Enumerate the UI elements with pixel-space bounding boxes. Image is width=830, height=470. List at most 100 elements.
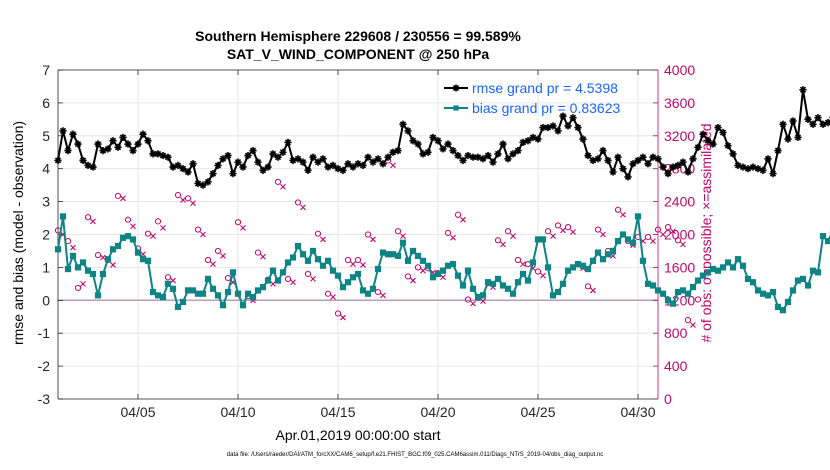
rmse-point <box>764 155 772 163</box>
bias-point <box>54 246 62 253</box>
y-left-tick-label: 7 <box>42 62 50 78</box>
obs-possible-point <box>504 228 512 235</box>
bias-point <box>294 242 302 250</box>
obs-possible-point <box>534 268 542 275</box>
rmse-point <box>124 140 132 148</box>
obs-possible-point <box>124 216 132 223</box>
bias-point <box>744 275 752 283</box>
bias-point <box>584 265 592 273</box>
rmse-point <box>689 155 697 163</box>
rmse-point <box>709 140 717 148</box>
bias-point <box>504 285 512 292</box>
rmse-point <box>254 158 262 166</box>
obs-possible-point <box>544 228 552 235</box>
rmse-point <box>734 161 742 170</box>
bias-point <box>74 264 82 271</box>
obs-assimilated-point <box>650 238 656 244</box>
obs-possible-point <box>214 247 222 255</box>
bias-point <box>534 236 542 243</box>
bias-point <box>234 290 242 297</box>
obs-possible-point <box>324 290 332 297</box>
rmse-point <box>419 150 427 158</box>
rmse-point <box>119 133 127 142</box>
obs-possible-point <box>274 178 282 185</box>
bias-point <box>619 231 627 238</box>
rmse-point <box>279 148 287 156</box>
rmse-point <box>754 165 762 173</box>
rmse-point <box>324 163 332 171</box>
y-right-tick-label: 2400 <box>664 194 695 210</box>
rmse-point <box>464 151 472 160</box>
rmse-point <box>529 133 537 142</box>
obs-possible-point <box>284 275 292 283</box>
obs-assimilated-point <box>510 233 516 240</box>
bias-point <box>644 280 652 287</box>
rmse-point <box>514 147 522 155</box>
rmse-point <box>654 155 662 163</box>
rmse-point <box>244 151 252 160</box>
y-right-tick-label: 2000 <box>664 227 695 243</box>
rmse-point <box>789 117 797 125</box>
bias-point <box>424 262 432 269</box>
bias-point <box>484 279 492 286</box>
y-right-tick-label: 400 <box>664 358 688 374</box>
obs-possible-point <box>164 274 172 281</box>
rmse-point <box>489 158 497 166</box>
bias-point <box>634 213 642 220</box>
obs-assimilated-point <box>340 314 346 321</box>
obs-possible-point <box>414 264 422 271</box>
rmse-point <box>749 163 757 171</box>
rmse-point <box>449 147 457 155</box>
rmse-point <box>634 156 642 165</box>
obs-assimilated-point <box>190 200 196 207</box>
rmse-point <box>539 123 547 132</box>
bias-point <box>174 303 182 310</box>
obs-assimilated-point <box>270 280 276 287</box>
rmse-point <box>174 161 182 170</box>
x-axis-label: Apr.01,2019 00:00:00 start <box>275 427 441 443</box>
bias-point <box>279 269 287 276</box>
rmse-point <box>199 181 207 189</box>
bias-point <box>474 293 482 301</box>
bias-point <box>244 290 252 297</box>
obs-assimilated-point <box>310 276 316 282</box>
rmse-point <box>69 130 77 138</box>
obs-possible-point <box>314 230 322 237</box>
rmse-point <box>524 137 532 145</box>
rmse-point <box>589 156 597 165</box>
obs-assimilated-point <box>390 162 396 169</box>
bias-point <box>669 300 677 307</box>
rmse-point <box>154 150 162 158</box>
obs-assimilated-point <box>460 216 466 223</box>
rmse-point <box>814 114 822 122</box>
rmse-point <box>519 138 527 146</box>
obs-possible-point <box>184 195 192 202</box>
rmse-point <box>769 170 777 178</box>
rmse-point <box>554 127 562 135</box>
bias-point <box>289 254 297 261</box>
rmse-point <box>544 123 552 132</box>
bias-point <box>699 272 707 279</box>
rmse-point <box>549 122 557 130</box>
bias-point <box>384 251 392 258</box>
obs-assimilated-point <box>150 233 156 240</box>
rmse-point <box>659 163 667 171</box>
rmse-point <box>759 166 767 174</box>
bias-point <box>479 292 487 299</box>
obs-possible-point <box>644 233 652 241</box>
rmse-point <box>784 135 792 143</box>
rmse-point <box>219 155 227 163</box>
bias-point <box>419 257 427 264</box>
bias-point <box>334 272 342 279</box>
obs-assimilated-point <box>570 229 576 235</box>
bias-point <box>569 264 577 271</box>
bias-point <box>119 234 127 241</box>
rmse-point <box>224 151 232 160</box>
obs-assimilated-point <box>410 277 416 284</box>
obs-assimilated-point <box>380 292 386 299</box>
rmse-point <box>719 128 727 137</box>
rmse-point <box>329 161 337 170</box>
rmse-point <box>624 173 632 181</box>
rmse-point <box>444 140 452 148</box>
bias-point <box>769 288 777 296</box>
